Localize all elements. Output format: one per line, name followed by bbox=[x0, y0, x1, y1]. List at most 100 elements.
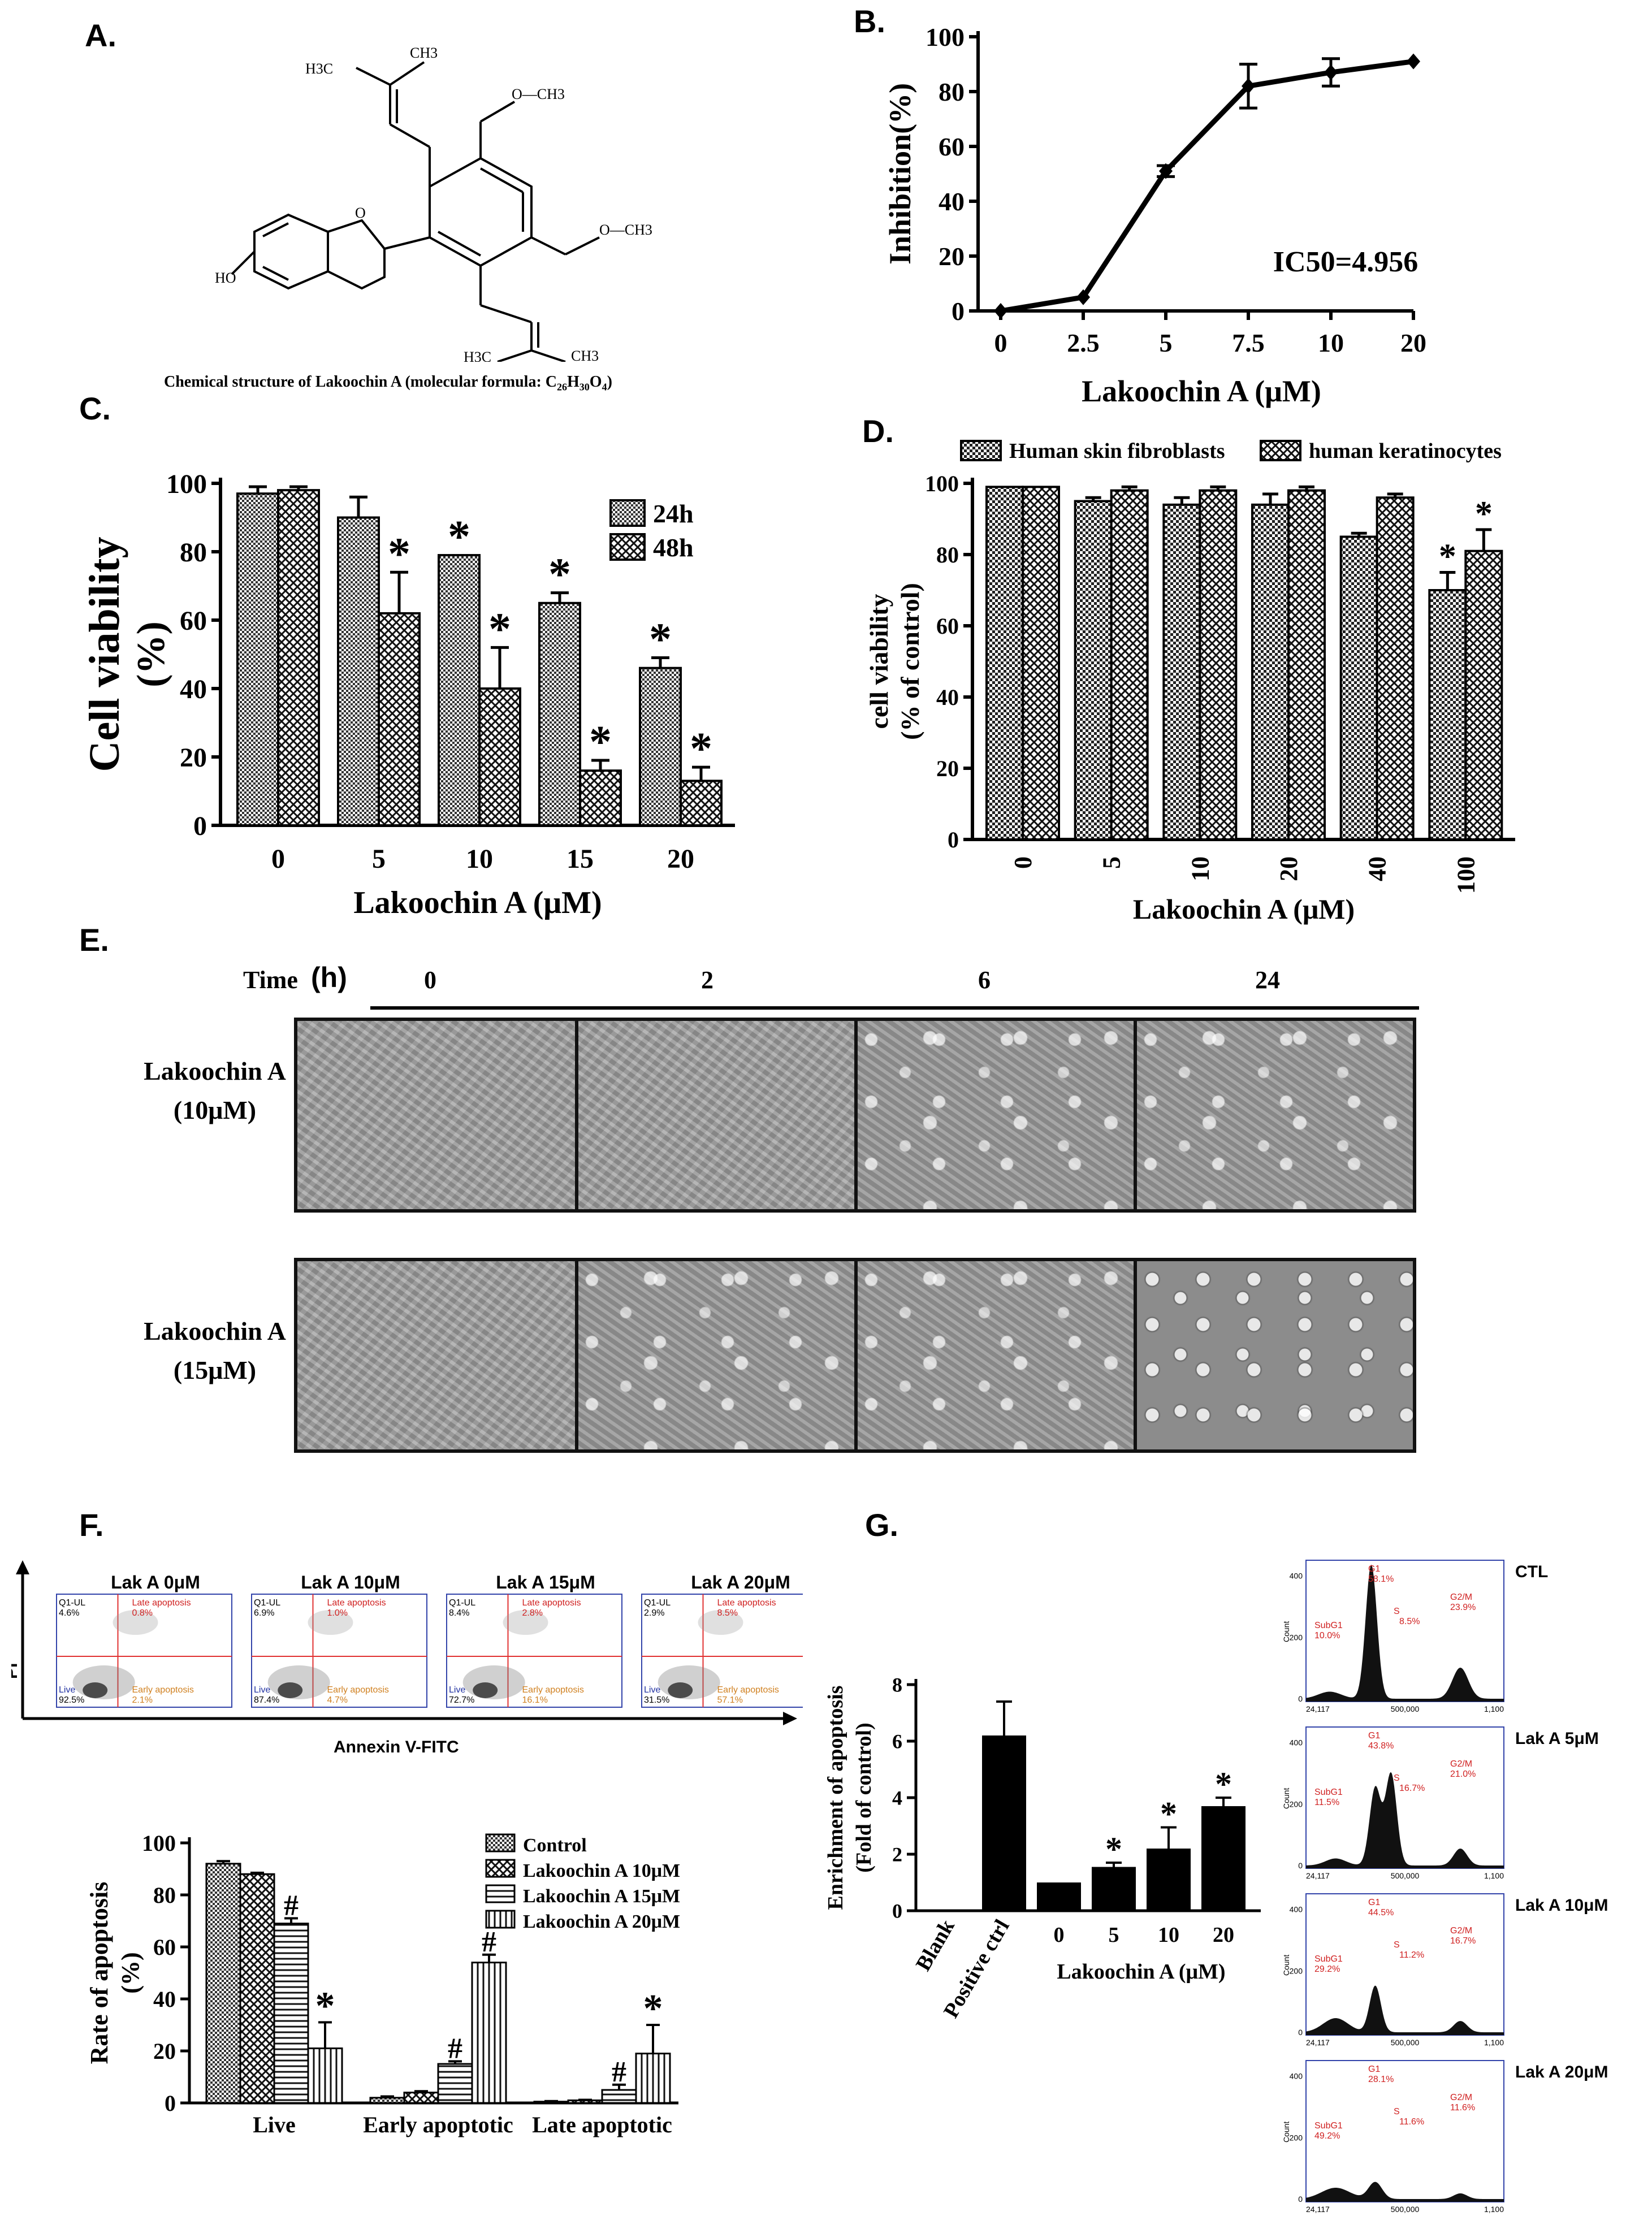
pi-arrow-head bbox=[16, 1560, 29, 1574]
bar-48h bbox=[378, 612, 421, 826]
density-upper bbox=[308, 1610, 353, 1635]
ic50-annotation: IC50=4.956 bbox=[1273, 246, 1418, 278]
flow-title: Lak A 15μM bbox=[496, 1572, 595, 1592]
y-tick-label: 40 bbox=[936, 685, 959, 710]
y-axis-label-unit: (%) bbox=[129, 621, 173, 687]
x-tick-label: Blank bbox=[911, 1915, 959, 1975]
hist-condition-label: Lak A 20μM bbox=[1515, 2063, 1608, 2081]
hist-y-tick: 400 bbox=[1290, 1738, 1303, 1747]
quad-early-value: 16.1% bbox=[522, 1695, 548, 1705]
y-tick-label: 0 bbox=[948, 827, 959, 852]
panel-label-b: B. bbox=[854, 3, 885, 39]
series-line bbox=[1000, 59, 1414, 314]
bar-24h bbox=[337, 516, 380, 826]
legend-label: Lakoochin A 10μM bbox=[523, 1860, 680, 1881]
time-axis: Time (h) 0 2 6 24 bbox=[237, 961, 1419, 1010]
bar-48h bbox=[478, 687, 521, 826]
quad-ul-value: 2.9% bbox=[644, 1608, 664, 1618]
y-tick-label: 20 bbox=[153, 2038, 176, 2064]
hist-y-tick: 0 bbox=[1298, 1694, 1303, 1703]
y-tick-label: 0 bbox=[193, 811, 207, 841]
quad-early-value: 2.1% bbox=[132, 1695, 153, 1705]
y-tick-label: 60 bbox=[153, 1934, 176, 1960]
hist-x-tick: 1,100 bbox=[1484, 2205, 1504, 2214]
micrograph-15um-0h bbox=[297, 1261, 578, 1449]
x-tick-label: 20 bbox=[1213, 1923, 1234, 1947]
label-ch3-bottom: CH3 bbox=[571, 348, 599, 362]
x-tick-label: 20 bbox=[1400, 328, 1426, 357]
y-tick-label: 60 bbox=[936, 613, 959, 639]
s-label: S bbox=[1394, 1607, 1400, 1616]
bar-48h bbox=[277, 489, 320, 827]
hist-x-tick: 1,100 bbox=[1484, 1871, 1504, 1880]
significance-mark: # bbox=[482, 1926, 496, 1958]
quad-late-value: 8.5% bbox=[717, 1608, 738, 1618]
y-tick-label: 80 bbox=[180, 538, 207, 568]
x-tick-label: 5 bbox=[1098, 856, 1126, 869]
y-axis-label: Enrichment of apoptosis bbox=[824, 1686, 847, 1910]
flow-title: Lak A 20μM bbox=[691, 1572, 790, 1592]
hist-y-tick: 400 bbox=[1290, 1905, 1303, 1914]
significance-star: * bbox=[1160, 1795, 1177, 1833]
x-axis-label: Lakoochin A (μM) bbox=[1057, 1960, 1225, 1984]
g2m-value: 21.0% bbox=[1450, 1769, 1476, 1779]
significance-star: * bbox=[589, 717, 612, 767]
y-tick-label: 0 bbox=[165, 2091, 176, 2116]
quad-ul-label: Q1-UL bbox=[59, 1598, 85, 1608]
hist-x-tick: 24,117 bbox=[1306, 2038, 1330, 2047]
bar-Lakoochin A 10μM bbox=[403, 2092, 439, 2104]
significance-mark: # bbox=[612, 2056, 626, 2088]
hist-frame bbox=[1305, 2060, 1504, 2202]
bar bbox=[1037, 1882, 1081, 1911]
legend-label: Human skin fibroblasts bbox=[1009, 439, 1225, 463]
bar bbox=[982, 1735, 1026, 1911]
g2m-label: G2/M bbox=[1450, 1926, 1472, 1936]
legend-label: human keratinocytes bbox=[1309, 439, 1502, 463]
panel-label-g: G. bbox=[865, 1507, 899, 1543]
x-tick-label: 5 bbox=[372, 844, 386, 874]
s-value: 11.2% bbox=[1399, 1950, 1424, 1960]
s-label: S bbox=[1394, 2107, 1400, 2117]
y-tick-label: 20 bbox=[936, 756, 959, 781]
bar-Lakoochin A 20μM bbox=[471, 1962, 507, 2104]
x-tick-label: 10 bbox=[466, 844, 493, 874]
y-tick-label: 100 bbox=[166, 469, 207, 499]
y-tick-label: 20 bbox=[180, 743, 207, 773]
quad-ul-value: 8.4% bbox=[449, 1608, 469, 1618]
quad-live-value: 92.5% bbox=[59, 1695, 84, 1705]
bar bbox=[1147, 1849, 1191, 1911]
y-tick-label: 80 bbox=[153, 1882, 176, 1908]
y-tick-label: 0 bbox=[892, 1900, 902, 1923]
quad-early-label: Early apoptosis bbox=[327, 1685, 389, 1695]
quad-live-value: 72.7% bbox=[449, 1695, 474, 1705]
legend-swatch bbox=[485, 1833, 516, 1853]
quad-live-value: 87.4% bbox=[254, 1695, 279, 1705]
subg1-label: SubG1 bbox=[1314, 1621, 1343, 1630]
row-label-10um: Lakoochin A (10μM) bbox=[144, 1057, 286, 1124]
micrograph-row-15um bbox=[294, 1258, 1416, 1453]
y-axis-label-unit: (% of control) bbox=[896, 583, 924, 740]
density-core bbox=[83, 1682, 108, 1698]
y-axis-label-unit: (%) bbox=[116, 1952, 144, 1993]
bar-Lakoochin A 15μM bbox=[601, 2089, 637, 2104]
hist-y-tick: 400 bbox=[1290, 1572, 1303, 1581]
significance-star: * bbox=[1439, 538, 1456, 576]
x-tick-label: 5 bbox=[1109, 1923, 1119, 1947]
quad-live-value: 31.5% bbox=[644, 1695, 669, 1705]
x-tick-label: 40 bbox=[1364, 856, 1391, 881]
bar-Human skin fibroblasts bbox=[1251, 503, 1290, 841]
x-tick-label: 5 bbox=[1160, 328, 1173, 357]
s-value: 8.5% bbox=[1399, 1617, 1420, 1626]
significance-star: * bbox=[649, 615, 672, 665]
s-value: 16.7% bbox=[1399, 1784, 1425, 1793]
bar-Lakoochin A 20μM bbox=[635, 2053, 671, 2104]
quad-live-label: Live bbox=[449, 1685, 465, 1695]
flow-frame bbox=[251, 1594, 427, 1708]
panel-label-d: D. bbox=[862, 413, 894, 449]
quad-ul-value: 6.9% bbox=[254, 1608, 274, 1618]
x-tick-label: 0 bbox=[1009, 856, 1037, 869]
quad-ul-label: Q1-UL bbox=[254, 1598, 280, 1608]
hist-x-tick: 500,000 bbox=[1391, 1871, 1420, 1880]
